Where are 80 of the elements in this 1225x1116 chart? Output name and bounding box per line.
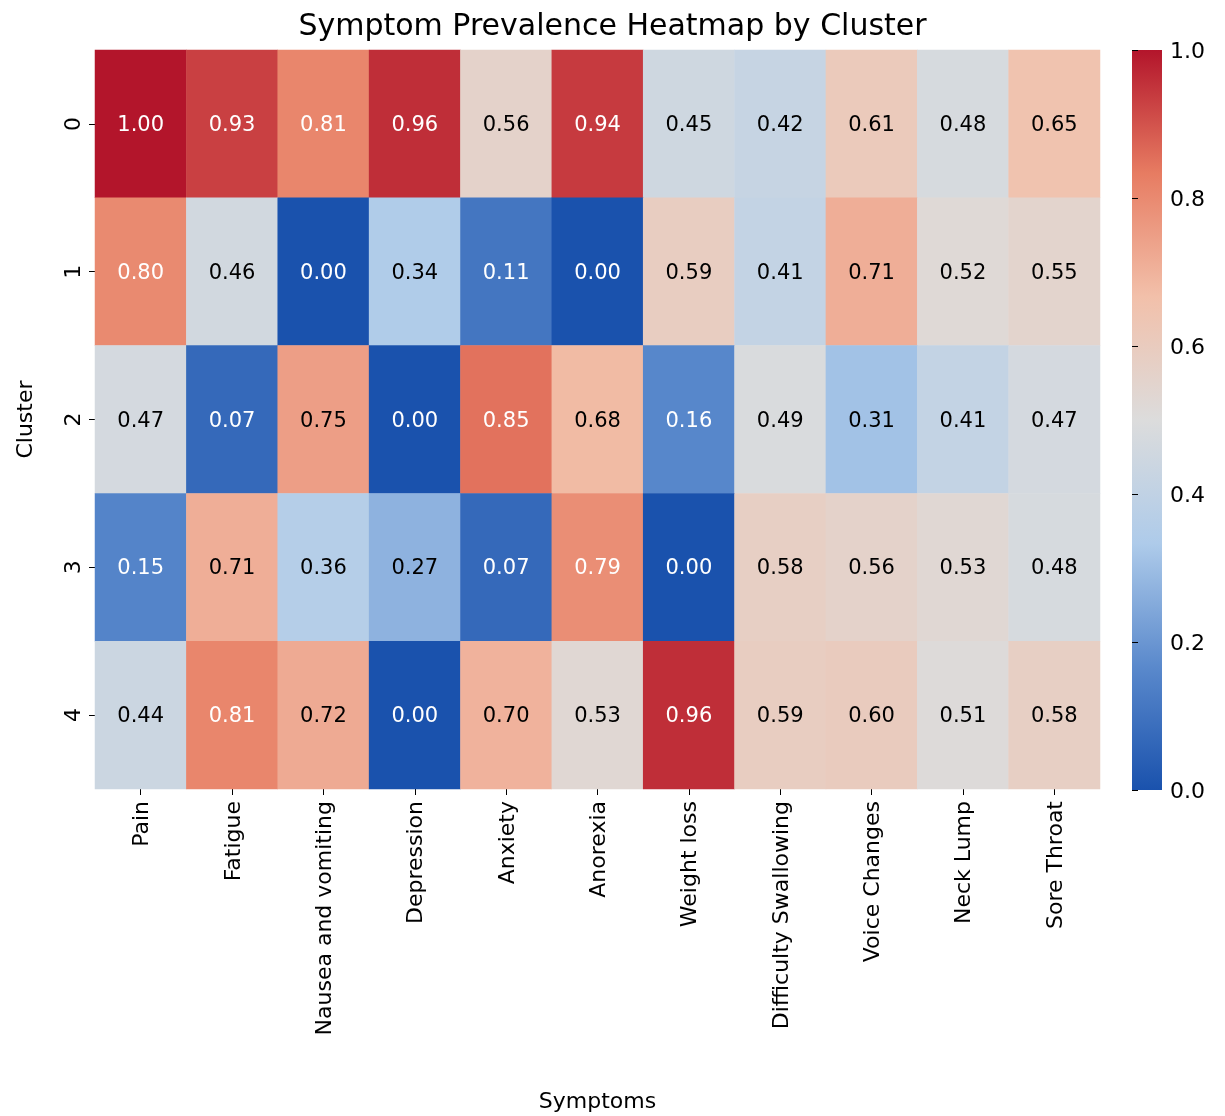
data-label: 0.51 xyxy=(939,703,987,728)
data-label: 0.00 xyxy=(391,703,439,728)
data-label: 0.71 xyxy=(848,259,895,284)
data-label: 0.70 xyxy=(482,703,530,728)
data-label: 0.49 xyxy=(756,407,804,432)
x-axis-title: Symptoms xyxy=(538,1087,657,1113)
color-bar-label: 0.2 xyxy=(1170,629,1205,655)
x-tick-label: Voice Changes xyxy=(859,801,885,963)
data-label: 0.94 xyxy=(574,111,621,136)
y-tick-label: 0 xyxy=(59,116,85,131)
data-label: 0.65 xyxy=(1030,111,1078,136)
data-label: 0.79 xyxy=(574,555,621,580)
data-label: 0.41 xyxy=(939,407,987,432)
data-label: 0.42 xyxy=(756,111,804,136)
y-tick-label: 2 xyxy=(59,412,85,427)
x-tick-label: Neck Lump xyxy=(950,801,976,925)
x-tick-label: Fatigue xyxy=(219,801,245,882)
data-label: 0.41 xyxy=(756,259,804,284)
data-label: 0.55 xyxy=(1030,259,1078,284)
data-label: 0.53 xyxy=(574,703,621,728)
x-tick-label: Anorexia xyxy=(585,801,610,898)
x-tick-label: Nausea and vomiting xyxy=(310,801,336,1036)
data-label: 0.93 xyxy=(208,111,256,136)
data-label: 0.61 xyxy=(848,111,895,136)
data-label: 0.15 xyxy=(117,555,165,580)
data-label: 0.48 xyxy=(939,111,987,136)
x-tick-label: Depression xyxy=(402,801,428,924)
x-tick-label: Anxiety xyxy=(493,801,519,885)
x-tick-label: Pain xyxy=(128,801,154,847)
data-label: 0.11 xyxy=(482,259,530,284)
data-label: 0.53 xyxy=(939,555,987,580)
data-label: 0.46 xyxy=(208,259,256,284)
data-label: 0.58 xyxy=(1030,703,1078,728)
data-label: 0.07 xyxy=(208,407,256,432)
x-tick-label: Difficulty Swallowing xyxy=(767,801,793,1030)
data-label: 0.81 xyxy=(208,703,256,728)
color-bar-label: 0.0 xyxy=(1170,777,1205,803)
data-label: 0.71 xyxy=(208,555,256,580)
data-label: 0.47 xyxy=(117,407,165,432)
color-bar-label: 1.0 xyxy=(1170,37,1205,63)
color-bar-label: 0.4 xyxy=(1170,481,1205,507)
data-label: 0.59 xyxy=(665,259,713,284)
data-label: 0.85 xyxy=(482,407,530,432)
data-label: 0.00 xyxy=(300,259,347,284)
data-label: 0.96 xyxy=(391,111,439,136)
color-bar-label: 0.6 xyxy=(1170,333,1205,359)
data-label: 0.00 xyxy=(574,259,621,284)
data-label: 0.47 xyxy=(1030,407,1078,432)
data-label: 0.96 xyxy=(665,703,713,728)
data-label: 0.52 xyxy=(939,259,987,284)
data-label: 0.00 xyxy=(391,407,439,432)
data-label: 1.00 xyxy=(117,111,165,136)
y-tick-label: 1 xyxy=(59,264,85,279)
data-label: 0.16 xyxy=(665,407,713,432)
data-label: 0.72 xyxy=(300,703,347,728)
data-label: 0.60 xyxy=(848,703,895,728)
data-label: 0.75 xyxy=(300,407,347,432)
x-tick-label: Weight loss xyxy=(676,801,702,928)
data-label: 0.45 xyxy=(665,111,713,136)
data-label: 0.07 xyxy=(482,555,530,580)
data-label: 0.44 xyxy=(117,703,165,728)
data-label: 0.00 xyxy=(665,555,713,580)
data-label: 0.36 xyxy=(300,555,347,580)
chart-title: Symptom Prevalence Heatmap by Cluster xyxy=(298,6,928,42)
y-tick-label: 4 xyxy=(59,708,85,723)
x-tick-label: Sore Throat xyxy=(1041,800,1067,930)
data-label: 0.80 xyxy=(117,259,165,284)
data-label: 0.31 xyxy=(848,407,895,432)
y-axis-title: Cluster xyxy=(11,379,37,459)
data-label: 0.56 xyxy=(848,555,895,580)
data-label: 0.58 xyxy=(756,555,804,580)
data-label: 0.68 xyxy=(574,407,621,432)
data-label: 0.56 xyxy=(482,111,530,136)
data-label: 0.59 xyxy=(756,703,804,728)
data-label: 0.81 xyxy=(300,111,347,136)
y-tick-label: 3 xyxy=(59,560,85,575)
data-label: 0.34 xyxy=(391,259,439,284)
data-label: 0.48 xyxy=(1030,555,1078,580)
data-label: 0.27 xyxy=(391,555,439,580)
color-bar-label: 0.8 xyxy=(1170,185,1205,211)
